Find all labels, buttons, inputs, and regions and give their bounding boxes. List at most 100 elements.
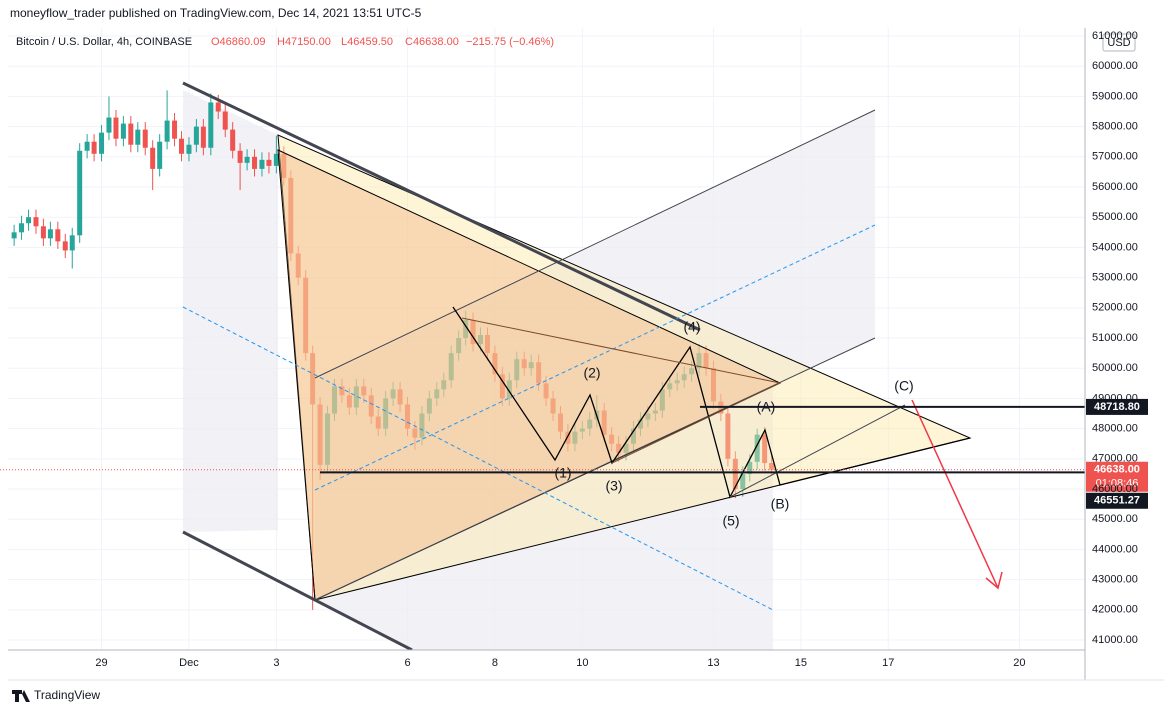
- wave-label: (C): [894, 378, 913, 394]
- channel-line: [314, 109, 876, 379]
- channel-mid: [182, 306, 774, 611]
- x-tick-label: 10: [576, 657, 588, 669]
- y-tick-label: 61000.00: [1092, 30, 1138, 42]
- candle-body: [725, 413, 731, 459]
- publisher: moneyflow_trader published on TradingVie…: [10, 6, 422, 20]
- channel-mid: [314, 224, 876, 491]
- candle-body: [616, 443, 622, 453]
- triangle-outer: [277, 134, 972, 601]
- candle-body: [77, 150, 83, 236]
- price-label-box: [1086, 461, 1148, 492]
- candle-body: [55, 229, 61, 242]
- candle-body: [222, 111, 228, 130]
- candle-body: [492, 353, 498, 375]
- x-tick-label: 6: [404, 657, 410, 669]
- candle-body: [419, 413, 425, 438]
- x-tick-label: 17: [882, 657, 894, 669]
- candles: [11, 90, 775, 610]
- x-tick-label: 3: [273, 657, 279, 669]
- candle-body: [696, 353, 702, 369]
- candle-body: [310, 353, 316, 405]
- candle-body: [383, 398, 389, 429]
- channel-shade: [183, 90, 278, 532]
- candle-body: [128, 123, 134, 145]
- candle-body: [601, 410, 607, 435]
- wave-label: (2): [583, 365, 600, 381]
- y-tick-label: 48000.00: [1092, 423, 1138, 435]
- x-tick-label: 29: [95, 657, 107, 669]
- candle-body: [550, 398, 556, 414]
- candle-body: [740, 473, 746, 490]
- x-tick-label: 13: [707, 657, 719, 669]
- y-tick-label: 57000.00: [1092, 151, 1138, 163]
- candle-body: [426, 398, 432, 414]
- candle-body: [536, 362, 542, 384]
- candle-body: [521, 359, 527, 369]
- candle-body: [157, 141, 163, 169]
- candle-body: [754, 434, 760, 462]
- candle-body: [303, 277, 309, 354]
- price-lines: 48718.80 46638.00 01:08:46 46551.27: [0, 398, 1148, 509]
- candle-body: [579, 428, 585, 432]
- y-tick-label: 43000.00: [1092, 574, 1138, 586]
- candle-body: [375, 416, 381, 429]
- candle-body: [244, 156, 250, 163]
- candle-body: [26, 217, 32, 224]
- candle-body: [637, 419, 643, 429]
- candle-body: [91, 141, 97, 154]
- candle-body: [572, 431, 578, 444]
- ohlc: H47150.00: [277, 36, 331, 48]
- drawings-back: [183, 90, 875, 650]
- currency[interactable]: USD: [1107, 37, 1130, 49]
- y-tick-label: 49000.00: [1092, 392, 1138, 404]
- ohlc: C46638.00: [405, 36, 459, 48]
- candle-body: [113, 117, 119, 139]
- countdown: 01:08:46: [1096, 478, 1139, 490]
- candle-body: [609, 434, 615, 444]
- candle-body: [441, 380, 447, 390]
- candle-body: [208, 102, 214, 148]
- price-label-box: [1086, 398, 1148, 415]
- currency-badge[interactable]: [1102, 33, 1136, 52]
- candle-body: [142, 129, 148, 148]
- wave-label: (3): [605, 478, 622, 494]
- candle-body: [69, 235, 75, 251]
- candle-body: [484, 334, 490, 354]
- y-tick-label: 58000.00: [1092, 121, 1138, 133]
- candle-body: [179, 138, 185, 154]
- candle-body: [448, 353, 454, 381]
- candle-body: [332, 386, 338, 414]
- price-label-box: [1086, 492, 1148, 509]
- candle-body: [99, 132, 105, 154]
- trend-line: [611, 382, 781, 464]
- candle-body: [732, 458, 738, 490]
- candle-body: [506, 380, 512, 399]
- wave-label: (5): [722, 513, 739, 529]
- forecast-arrow: [911, 399, 999, 589]
- candle-body: [652, 410, 658, 414]
- candle-body: [405, 404, 411, 429]
- candle-body: [339, 386, 345, 396]
- ohlc: L46459.50: [341, 36, 393, 48]
- candle-body: [193, 126, 199, 145]
- wave-path: [452, 306, 971, 499]
- y-tick-label: 53000.00: [1092, 272, 1138, 284]
- candle-body: [667, 383, 673, 390]
- candle-body: [361, 386, 367, 396]
- candle-body: [565, 431, 571, 444]
- candle-body: [412, 428, 418, 438]
- symbol: Bitcoin / U.S. Dollar, 4h, COINBASE: [16, 36, 192, 48]
- wave-label: (A): [757, 399, 776, 415]
- candle-body: [62, 241, 68, 251]
- candle-body: [106, 117, 112, 133]
- candle-body: [623, 443, 629, 453]
- x-tick-label: 20: [1013, 657, 1025, 669]
- channel-line: [314, 337, 876, 601]
- price-label: 48718.80: [1094, 401, 1140, 413]
- y-tick-label: 51000.00: [1092, 332, 1138, 344]
- y-tick-label: 46000.00: [1092, 483, 1138, 495]
- y-tick-label: 56000.00: [1092, 181, 1138, 193]
- y-tick-label: 45000.00: [1092, 513, 1138, 525]
- candle-body: [281, 153, 287, 178]
- candle-body: [659, 389, 665, 411]
